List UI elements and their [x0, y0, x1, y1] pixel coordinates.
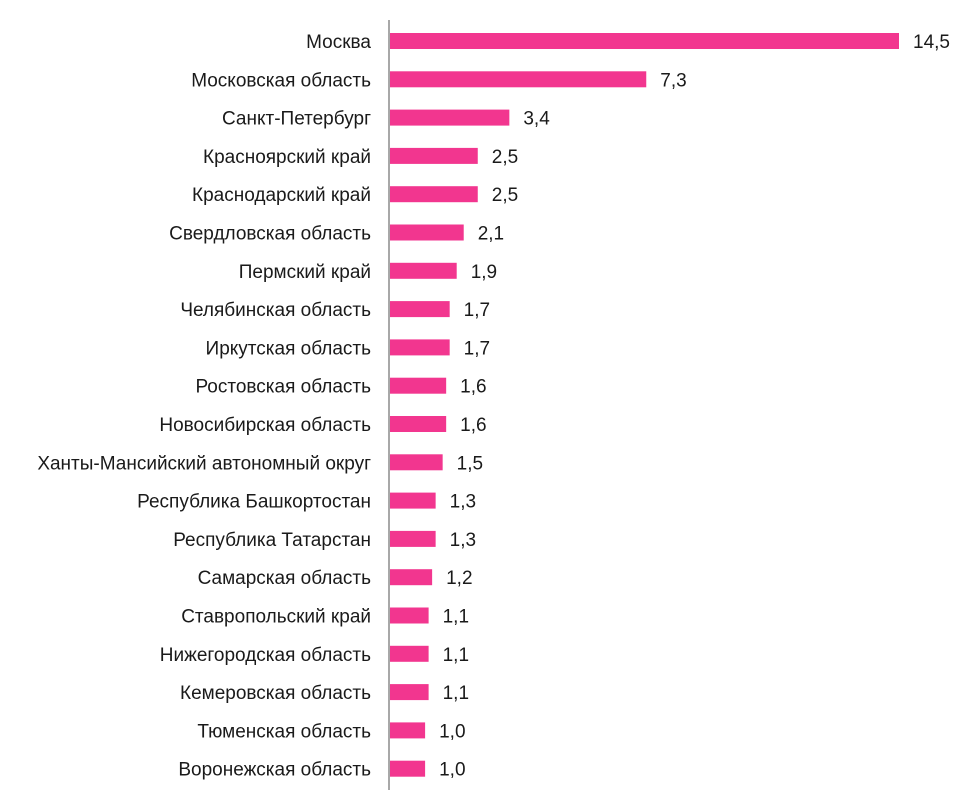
- bar: [390, 109, 510, 126]
- bar: [390, 722, 426, 739]
- value-label: 1,5: [457, 453, 483, 474]
- bar: [390, 147, 478, 164]
- category-label: Пермский край: [239, 262, 371, 283]
- value-label: 1,7: [464, 338, 490, 359]
- value-label: 1,6: [460, 377, 486, 398]
- bar: [390, 71, 647, 88]
- category-label: Ставропольский край: [181, 607, 371, 628]
- value-label: 7,3: [660, 70, 686, 91]
- bars: [390, 33, 899, 777]
- category-label: Новосибирская область: [159, 415, 371, 436]
- category-label: Москва: [306, 32, 371, 53]
- bar: [390, 492, 436, 509]
- category-label: Красноярский край: [203, 147, 371, 168]
- value-label: 1,3: [450, 492, 476, 513]
- bar: [390, 645, 429, 662]
- value-label: 2,5: [492, 147, 518, 168]
- value-label: 2,1: [478, 224, 504, 245]
- bar: [390, 186, 478, 203]
- value-label: 3,4: [523, 109, 550, 130]
- category-label: Республика Татарстан: [173, 530, 371, 551]
- value-label: 2,5: [492, 185, 518, 206]
- bar: [390, 607, 429, 624]
- category-label: Ростовская область: [195, 377, 371, 398]
- bar: [390, 339, 450, 356]
- bar: [390, 530, 436, 547]
- bar: [390, 569, 433, 586]
- category-label: Самарская область: [198, 568, 372, 589]
- value-label: 1,1: [443, 645, 469, 666]
- category-label: Краснодарский край: [192, 185, 371, 206]
- bar: [390, 33, 899, 49]
- bar: [390, 684, 429, 701]
- value-label: 1,0: [439, 721, 465, 742]
- bar: [390, 262, 457, 279]
- bar: [390, 416, 447, 432]
- value-label: 14,5: [913, 32, 950, 53]
- category-label: Республика Башкортостан: [137, 492, 371, 513]
- bar: [390, 454, 443, 471]
- value-label: 1,6: [460, 415, 486, 436]
- category-label: Санкт-Петербург: [222, 109, 371, 130]
- category-label: Московская область: [191, 70, 371, 91]
- value-label: 1,9: [471, 262, 497, 283]
- bar: [390, 224, 464, 241]
- category-label: Нижегородская область: [160, 645, 371, 666]
- category-labels: Москва Московская область Санкт-Петербург К…: [37, 32, 371, 781]
- category-label: Иркутская область: [206, 338, 372, 359]
- value-label: 1,7: [464, 300, 490, 321]
- bar: [390, 301, 450, 318]
- category-label: Ханты-Мансийский автономный округ: [37, 453, 371, 474]
- value-label: 1,2: [446, 568, 472, 589]
- value-label: 1,1: [443, 607, 469, 628]
- category-label: Кемеровская область: [180, 683, 371, 704]
- value-labels: 14,57,33,42,52,52,11,91,71,71,61,61,51,3…: [439, 32, 950, 781]
- value-label: 1,0: [439, 760, 465, 781]
- bar: [390, 377, 447, 394]
- bar: [390, 760, 426, 777]
- value-label: 1,1: [443, 683, 469, 704]
- category-label: Воронежская область: [178, 760, 371, 781]
- value-label: 1,3: [450, 530, 476, 551]
- category-label: Тюменская область: [197, 721, 371, 742]
- category-label: Свердловская область: [169, 224, 371, 245]
- category-label: Челябинская область: [180, 300, 371, 321]
